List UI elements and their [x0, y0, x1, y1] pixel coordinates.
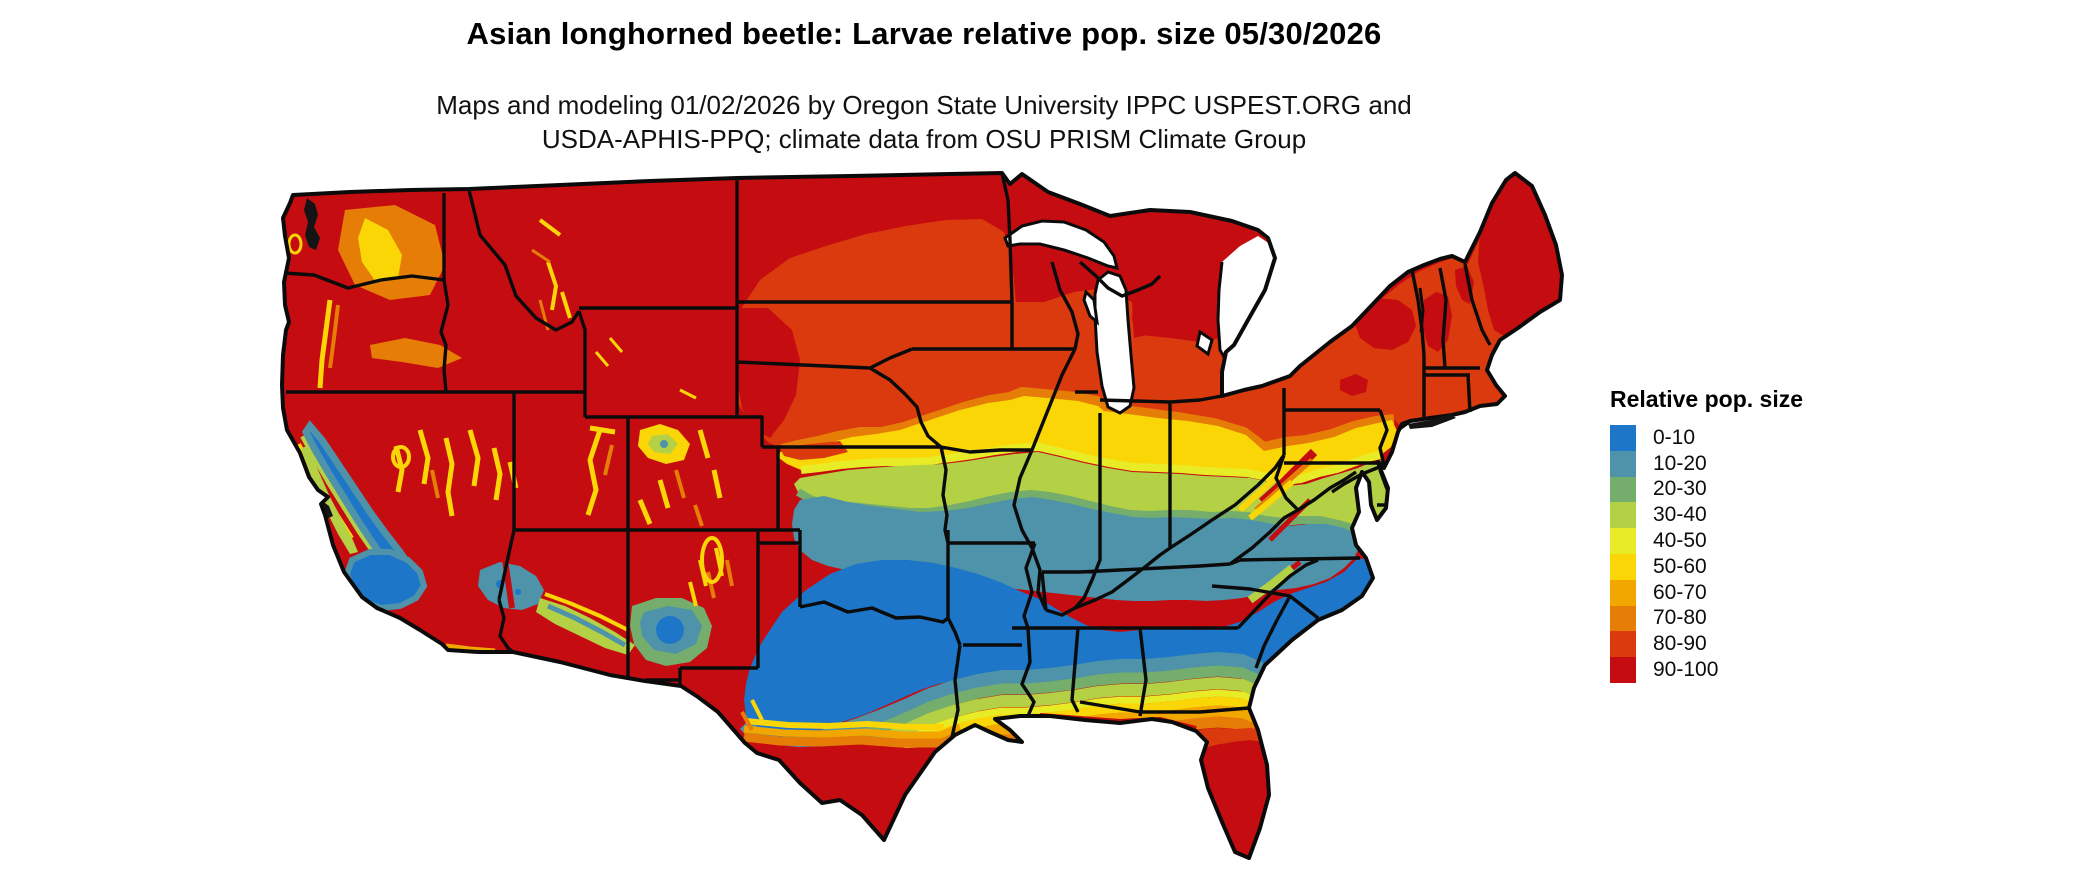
- colorado-teal-speck: [660, 440, 668, 448]
- us-outline: [280, 171, 1564, 860]
- legend-swatch-80-90: [1610, 631, 1636, 658]
- idaho-montana-yellow-wisps: [538, 218, 572, 319]
- mogollon-teal-core: [546, 603, 627, 648]
- legend-label: 40-50: [1653, 529, 1707, 553]
- legend-label: 20-30: [1653, 477, 1707, 501]
- band-40-50-fringe: [800, 443, 1382, 485]
- socal-mtns-blue: [347, 552, 424, 608]
- central-valley-green-edge: [300, 434, 377, 554]
- legend-row: 80-90: [1610, 631, 1803, 658]
- maine-interior-red: [1478, 175, 1562, 336]
- legend-label: 0-10: [1653, 425, 1696, 449]
- channel-island: [353, 619, 359, 625]
- legend-row: 60-70: [1610, 579, 1803, 606]
- legend-label: 60-70: [1653, 580, 1707, 604]
- lake-champlain: [1418, 287, 1425, 333]
- nevada-range-yellow-streaks: [393, 429, 519, 517]
- davis-mtns-orange: [740, 711, 754, 731]
- legend-label: 90-100: [1653, 658, 1719, 682]
- green-bay: [1082, 289, 1100, 326]
- legend-row: 70-80: [1610, 605, 1803, 632]
- band-70-80-fringe: [780, 387, 1395, 454]
- davis-mtns-yellow: [750, 699, 764, 721]
- wyoming-yellow-wisps: [594, 337, 697, 400]
- texas-coast-70-80: [743, 729, 960, 748]
- channel-island: [379, 629, 385, 635]
- puget-sound: [304, 198, 320, 250]
- legend-swatch-10-20: [1610, 450, 1636, 477]
- sangre-de-cristo-ring: [700, 536, 724, 584]
- legend-swatch-90-100: [1610, 657, 1636, 683]
- florida-keys-dot: [1209, 869, 1215, 875]
- tug-hill-red: [1314, 324, 1326, 336]
- legend-row: 0-10: [1610, 425, 1803, 451]
- western-terrain-features: [287, 198, 848, 731]
- page-title: Asian longhorned beetle: Larvae relative…: [0, 16, 1848, 52]
- south-texas-and-florida: [743, 713, 1269, 879]
- south-texas-red: [744, 727, 968, 840]
- map-subtitle: Maps and modeling 01/02/2026 by Oregon S…: [0, 88, 1848, 156]
- great-lakes: [1003, 219, 1276, 415]
- adirondacks-red: [1354, 298, 1416, 350]
- or-cascades-yellow: [317, 299, 333, 389]
- legend-row: 50-60: [1610, 553, 1803, 580]
- legend-swatch-60-70: [1610, 579, 1636, 606]
- rockies-orange-streaks: [603, 444, 704, 527]
- olympic-mtns-ring: [287, 233, 303, 255]
- nm-orange-streaks: [706, 559, 734, 599]
- legend-swatch-40-50: [1610, 528, 1636, 554]
- nevada-orange-streak: [430, 469, 440, 499]
- boundaries: [280, 171, 1564, 860]
- legend-row: 90-100: [1610, 657, 1803, 683]
- subtitle-line-1: Maps and modeling 01/02/2026 by Oregon S…: [436, 90, 1412, 120]
- subtitle-line-2: USDA-APHIS-PPQ; climate data from OSU PR…: [541, 124, 1307, 154]
- appalachian-orange-fringe: [1254, 458, 1314, 512]
- saginaw-bay: [1195, 329, 1214, 357]
- band-0-10-core: [744, 558, 1373, 742]
- blue-ridge-green: [1247, 564, 1295, 604]
- legend-swatch-50-60: [1610, 553, 1636, 580]
- legend-label: 10-20: [1653, 451, 1707, 475]
- lower-michigan-north-red: [1132, 288, 1222, 342]
- legend-row: 40-50: [1610, 528, 1803, 554]
- channel-island: [395, 633, 401, 639]
- nebraska-panhandle-red: [737, 308, 800, 438]
- lake-michigan: [1093, 270, 1136, 415]
- texas-coast-60-70: [743, 723, 962, 739]
- lake-huron: [1218, 236, 1276, 356]
- texas-coast-50-60: [745, 718, 944, 730]
- nevada-yellow-ring: [391, 445, 411, 469]
- sw-nm-blue-core: [656, 616, 684, 644]
- legend-swatch-20-30: [1610, 476, 1636, 503]
- long-island: [1408, 414, 1456, 429]
- florida-peninsula-red: [1198, 740, 1269, 858]
- legend-label: 50-60: [1653, 554, 1707, 578]
- lake-superior: [1003, 219, 1120, 270]
- legend-label: 70-80: [1653, 606, 1707, 630]
- wa-cascades-yellow: [358, 218, 402, 282]
- channel-island: [365, 625, 371, 631]
- legend-row: 20-30: [1610, 476, 1803, 503]
- central-valley-green: [301, 446, 358, 554]
- map-title: Asian longhorned beetle: Larvae relative…: [466, 16, 1382, 51]
- or-cascades-orange: [328, 304, 340, 369]
- east-oregon-orange: [370, 338, 462, 368]
- legend-label: 30-40: [1653, 503, 1707, 527]
- florida-keys-dot: [1223, 873, 1229, 879]
- map-legend: Relative pop. size 0-10 10-20 20-30 30-4…: [1610, 386, 1803, 683]
- legend-row: 10-20: [1610, 450, 1803, 477]
- rockies-yellow-streaks: [585, 425, 723, 525]
- plateau-blue-speck: [515, 589, 521, 595]
- legend-row: 30-40: [1610, 502, 1803, 529]
- legend-swatch-70-80: [1610, 605, 1636, 632]
- catskills-red: [1340, 374, 1368, 396]
- florida-keys-dot: [1237, 869, 1243, 875]
- legend-label: 80-90: [1653, 632, 1707, 656]
- legend-swatch-30-40: [1610, 502, 1636, 529]
- legend-swatch-0-10: [1610, 425, 1636, 451]
- state-borders: [283, 172, 1492, 738]
- mogollon-yellow-fringe: [544, 592, 629, 632]
- legend-title: Relative pop. size: [1610, 386, 1804, 412]
